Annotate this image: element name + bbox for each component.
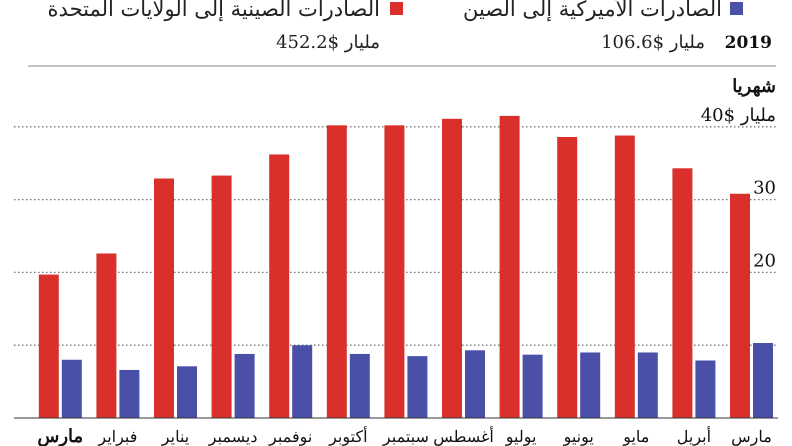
bar-china-0 (730, 193, 750, 418)
bar-us-0 (753, 343, 773, 418)
bar-us-6 (407, 356, 428, 418)
bar-china-7 (326, 125, 347, 419)
y-tick-label-20: 20 (753, 250, 776, 271)
x-tick-label-8: نوفمبر (268, 427, 312, 446)
x-tick-label-10: يناير (161, 427, 189, 446)
y-tick-label-30: 30 (753, 178, 776, 199)
bar-china-6 (384, 125, 405, 419)
us-total: 106.6$ مليار (601, 32, 705, 53)
bar-us-9 (234, 353, 255, 418)
legend-swatch-china (390, 2, 403, 15)
bar-us-11 (119, 369, 140, 418)
bar-us-12 (61, 359, 82, 418)
y-axis-ticks: 20 30 40$ مليار (701, 105, 776, 272)
section-label: شهريا (732, 76, 776, 97)
legend-swatch-us (730, 2, 743, 15)
totals-row: 2019 106.6$ مليار 452.2$ مليار (276, 32, 772, 53)
bar-china-4 (499, 115, 520, 418)
x-tick-label-2: مايو (622, 427, 649, 446)
bar-us-7 (349, 353, 370, 418)
bars (38, 115, 773, 419)
bar-us-2 (637, 352, 658, 418)
x-tick-label-12: مارس (37, 426, 83, 446)
y-tick-label-40: 40$ مليار (701, 105, 776, 126)
bar-us-10 (177, 366, 197, 418)
x-tick-label-0: مارس (731, 427, 772, 446)
legend-label-china: الصادرات الصينية إلى الولايات المتحدة (48, 0, 380, 22)
x-tick-label-9: ديسمبر (208, 427, 258, 446)
bar-china-9 (211, 175, 232, 418)
bar-china-2 (614, 135, 635, 418)
x-tick-label-11: فبراير (97, 427, 137, 446)
legend: الصادرات الأميركية إلى الصين الصادرات ال… (48, 0, 743, 22)
bar-us-4 (522, 354, 543, 418)
legend-label-us: الصادرات الأميركية إلى الصين (463, 0, 722, 22)
bar-china-1 (672, 168, 693, 418)
x-tick-label-7: أكتوبر (328, 426, 367, 446)
bar-us-5 (465, 350, 485, 418)
year-label: 2019 (725, 33, 772, 53)
x-tick-label-1: أبريل (677, 426, 711, 446)
gridlines (14, 126, 778, 346)
x-tick-label-5: أغسطس (433, 426, 494, 446)
china-total: 452.2$ مليار (276, 32, 380, 53)
bar-us-3 (580, 352, 601, 418)
bar-china-11 (96, 253, 117, 418)
x-tick-label-4: يوليو (505, 427, 537, 446)
bar-us-1 (695, 360, 716, 418)
bar-china-8 (269, 154, 290, 419)
x-tick-label-6: سبتمبر (382, 427, 429, 446)
x-tick-label-3: يونيو (563, 427, 594, 446)
bar-china-12 (38, 274, 59, 418)
bar-china-5 (442, 118, 462, 419)
bar-china-3 (557, 136, 578, 418)
bar-us-8 (292, 345, 313, 418)
bar-china-10 (154, 178, 174, 418)
